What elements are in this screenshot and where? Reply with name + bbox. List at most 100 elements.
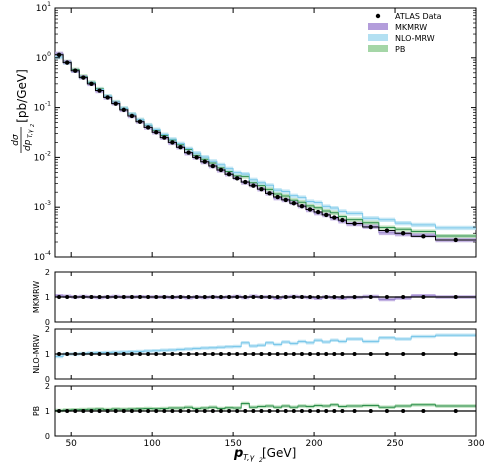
ratio-data-point — [97, 352, 102, 356]
data-point — [453, 237, 458, 243]
ratio-data-point — [324, 409, 329, 413]
data-point — [121, 107, 127, 113]
y-label-unit: [pb/GeV] — [15, 69, 29, 123]
ratio-data-point — [453, 409, 458, 413]
ratio-data-point — [186, 352, 191, 356]
ratio-data-point — [154, 409, 159, 413]
ratio-data-point — [340, 295, 345, 299]
data-point — [210, 163, 216, 169]
ratio-y-tick-label: 1 — [45, 293, 50, 302]
ratio-data-point — [227, 295, 232, 299]
ratio-y-tick-label: 2 — [45, 325, 50, 334]
ratio-data-point — [332, 295, 337, 299]
ratio-data-point — [113, 352, 118, 356]
ratio-data-point — [275, 352, 280, 356]
ratio-panels: 0 1 2 MKMRW 0 1 2 NLO-MRW 0 1 2 PB — [32, 268, 477, 441]
data-point — [299, 203, 305, 209]
pb-legend-label: PB — [395, 45, 405, 54]
nlo-mrw-main-band — [55, 54, 476, 231]
ratio-data-point — [291, 295, 296, 299]
ratio-data-point — [352, 295, 357, 299]
ratio-data-point — [154, 352, 159, 356]
ratio-data-point — [316, 295, 321, 299]
mkmrw-ratio-band — [55, 294, 476, 302]
ratio-data-point — [259, 295, 264, 299]
ratio-data-point — [97, 295, 102, 299]
ratio-data-point — [146, 295, 151, 299]
ratio-data-point — [368, 295, 373, 299]
ratio-data-point — [299, 409, 304, 413]
ratio-data-point — [162, 409, 167, 413]
atlas-data-legend-label: ATLAS Data — [395, 12, 442, 21]
data-point — [186, 150, 191, 155]
ratio-data-point — [129, 352, 134, 356]
ratio-data-point — [243, 295, 248, 299]
nlo-mrw-ratio-panel: 0 1 2 NLO-MRW — [32, 325, 477, 384]
data-point — [400, 231, 406, 236]
ratio-data-point — [121, 409, 126, 413]
ratio-data-point — [202, 352, 207, 356]
ratio-data-point — [186, 295, 191, 299]
ratio-data-point — [267, 409, 272, 413]
y-tick-base: 10 — [34, 253, 46, 263]
y-label-denominator-subsubscript: 2 — [30, 124, 36, 127]
ratio-data-point — [73, 352, 78, 356]
ratio-data-point — [352, 409, 357, 413]
y-tick-exponent: 1 — [47, 1, 51, 8]
ratio-data-point — [259, 409, 264, 413]
data-step-line — [55, 54, 476, 241]
ratio-data-point — [146, 352, 151, 356]
ratio-data-point — [421, 352, 426, 356]
y-tick-label: 100 — [36, 51, 51, 64]
ratio-data-point — [401, 352, 406, 356]
nlo-mrw-legend-swatch — [368, 34, 388, 41]
ratio-data-point — [73, 409, 78, 413]
x-tick-label: 50 — [65, 439, 77, 449]
ratio-data-point — [162, 295, 167, 299]
ratio-data-point — [299, 295, 304, 299]
ratio-y-tick-label: 1 — [45, 350, 50, 359]
data-point — [64, 60, 70, 65]
ratio-data-point — [138, 409, 143, 413]
ratio-data-point — [453, 295, 458, 299]
ratio-data-point — [121, 295, 126, 299]
main-panel-frame — [54, 7, 477, 258]
data-point — [340, 217, 345, 223]
ratio-data-point — [332, 409, 337, 413]
data-point — [291, 201, 297, 206]
nlo-mrw-ratio-line — [55, 334, 476, 357]
ratio-data-point — [308, 352, 313, 356]
ratio-data-point — [210, 295, 215, 299]
x-axis: 50 100 150 200 250 300 — [65, 439, 484, 449]
data-point — [243, 179, 248, 185]
x-label-unit: [GeV] — [262, 446, 296, 460]
y-label-denominator-subscript: T,γ — [27, 129, 34, 138]
data-point — [275, 194, 280, 200]
ratio-data-point — [275, 295, 280, 299]
x-label-main: p — [233, 446, 243, 461]
ratio-data-point — [227, 409, 232, 413]
ratio-data-point — [368, 409, 373, 413]
ratio-data-point — [113, 295, 118, 299]
ratio-data-point — [368, 352, 373, 356]
main-y-label: dσ dp T,γ 2 [pb/GeV] — [11, 69, 36, 153]
ratio-data-point — [251, 409, 256, 413]
ratio-data-point — [243, 409, 248, 413]
ratio-data-point — [283, 409, 288, 413]
ratio-data-point — [401, 295, 406, 299]
ratio-data-point — [283, 352, 288, 356]
ratio-data-point — [291, 352, 296, 356]
ratio-data-point — [235, 409, 240, 413]
data-point — [267, 191, 272, 196]
data-point — [352, 221, 357, 226]
ratio-data-point — [251, 295, 256, 299]
y-tick-exponent: -2 — [45, 150, 51, 157]
data-point — [324, 212, 329, 218]
data-point — [315, 209, 321, 215]
data-point — [162, 135, 167, 140]
ratio-data-point — [384, 409, 389, 413]
ratio-data-point — [178, 295, 183, 299]
ratio-data-point — [138, 352, 143, 356]
ratio-data-point — [178, 352, 183, 356]
y-label-denominator: dp — [23, 139, 33, 151]
